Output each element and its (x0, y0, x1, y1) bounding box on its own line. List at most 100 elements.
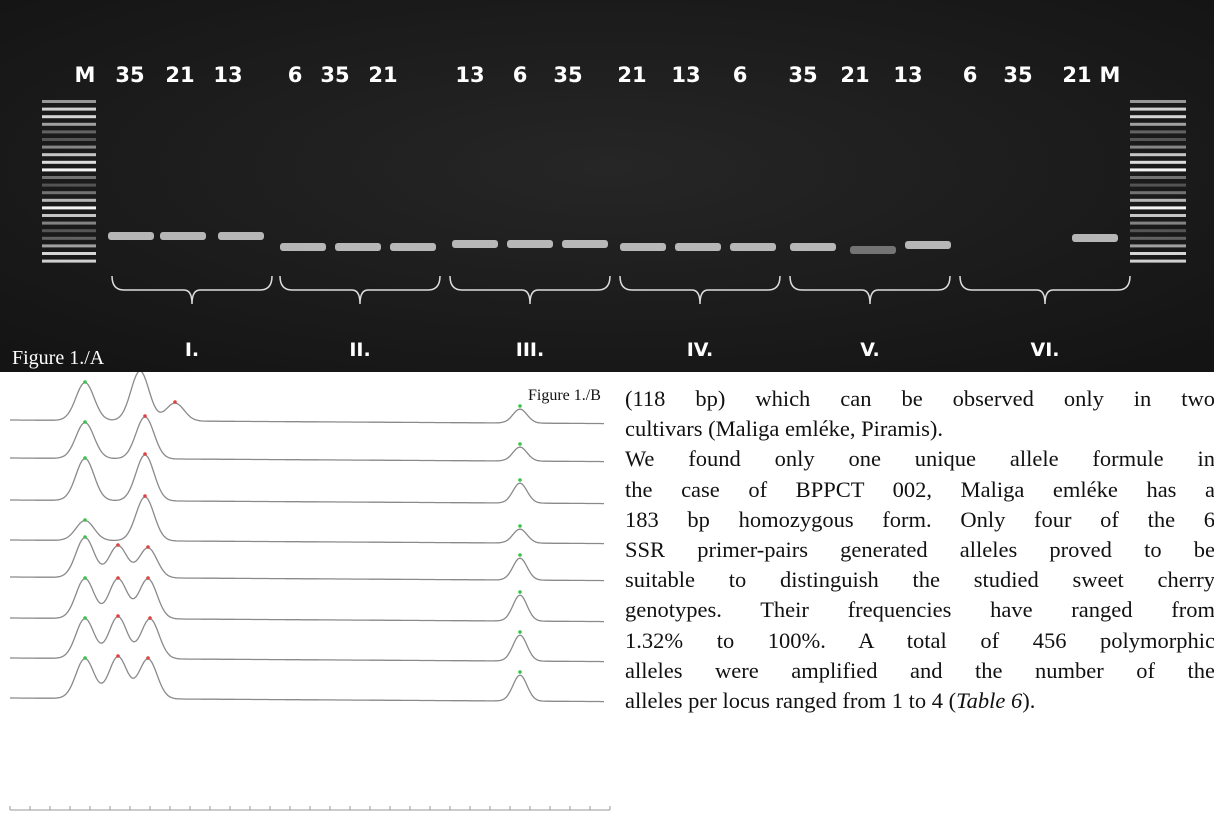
ladder-band (1130, 260, 1186, 263)
text-line: alleles per locus ranged from 1 to 4 (Ta… (625, 686, 1214, 716)
lane-label: 21 (840, 63, 869, 87)
ladder-band (42, 168, 96, 171)
peak-marker (518, 404, 522, 408)
peak-marker (83, 616, 87, 620)
text-line: We found only one unique allele formule … (625, 444, 1214, 474)
trace (10, 497, 604, 543)
ladder-band (42, 206, 96, 209)
ladder-band (1130, 168, 1186, 171)
sample-band (335, 243, 381, 251)
group-label: IV. (687, 339, 714, 361)
sample-band (160, 232, 206, 240)
peak-marker (83, 518, 87, 522)
text-line: 1.32% to 100%. A total of 456 polymorphi… (625, 626, 1214, 656)
gel-background (0, 0, 1214, 372)
lane-label: 35 (320, 63, 349, 87)
ladder-band (1130, 206, 1186, 209)
ladder-band (1130, 191, 1186, 194)
sample-band (850, 246, 896, 254)
ladder-band (1130, 176, 1186, 179)
ladder-band (42, 237, 96, 240)
peak-marker (83, 656, 87, 660)
electropherogram: Figure 1./B (0, 372, 615, 814)
text-line: the case of BPPCT 002, Maliga emléke has… (625, 475, 1214, 505)
sample-band (390, 243, 436, 251)
sample-band (562, 240, 608, 248)
ladder-band (1130, 108, 1186, 111)
ladder-band (42, 146, 96, 149)
peak-marker (143, 494, 147, 498)
sample-band (790, 243, 836, 251)
ladder-band (42, 214, 96, 217)
group-label: V. (860, 339, 879, 361)
text-line: SSR primer-pairs generated alleles prove… (625, 535, 1214, 565)
trace (10, 578, 604, 621)
lane-label: 6 (513, 63, 528, 87)
figure-caption: Figure 1./A (12, 347, 105, 369)
peak-marker (116, 614, 120, 618)
group-label: VI. (1031, 339, 1060, 361)
ladder-band (42, 252, 96, 255)
ladder-band (1130, 161, 1186, 164)
trace (10, 538, 604, 581)
peak-marker (518, 630, 522, 634)
sample-band (905, 241, 951, 249)
text-line: suitable to distinguish the studied swee… (625, 565, 1214, 595)
peak-marker (143, 452, 147, 456)
sample-band (675, 243, 721, 251)
ladder-band (42, 108, 96, 111)
sample-band (108, 232, 154, 240)
ladder-band (1130, 214, 1186, 217)
ladder-band (42, 100, 96, 103)
peak-marker (83, 380, 87, 384)
lane-label: 35 (553, 63, 582, 87)
peak-marker (83, 535, 87, 539)
ladder-band (1130, 130, 1186, 133)
peak-marker (518, 590, 522, 594)
peak-marker (116, 576, 120, 580)
peak-marker (173, 400, 177, 404)
lane-label: 21 (617, 63, 646, 87)
peak-marker (83, 420, 87, 424)
ladder-band (42, 138, 96, 141)
text-line: alleles were amplified and the number of… (625, 656, 1214, 686)
ladder-band (1130, 184, 1186, 187)
trace (10, 372, 604, 424)
ladder-band (42, 161, 96, 164)
lane-label: 35 (115, 63, 144, 87)
ladder-band (1130, 252, 1186, 255)
ladder-band (1130, 115, 1186, 118)
peak-marker (146, 656, 150, 660)
lane-label: 13 (671, 63, 700, 87)
ladder-band (42, 115, 96, 118)
sample-band (218, 232, 264, 240)
ladder-band (42, 222, 96, 225)
peak-marker (143, 414, 147, 418)
peak-marker (518, 553, 522, 557)
peak-marker (518, 524, 522, 528)
peak-marker (518, 478, 522, 482)
lane-label: 6 (733, 63, 748, 87)
lane-label: 13 (893, 63, 922, 87)
ladder-band (42, 176, 96, 179)
trace (10, 417, 604, 462)
lane-label: 6 (288, 63, 303, 87)
ladder-band (1130, 199, 1186, 202)
ladder-band (1130, 146, 1186, 149)
trace (10, 455, 604, 504)
sample-band (1072, 234, 1118, 242)
lane-label: 35 (788, 63, 817, 87)
lane-label: 35 (1003, 63, 1032, 87)
lane-label: 21 (1062, 63, 1091, 87)
lane-label: 21 (368, 63, 397, 87)
figure-caption: Figure 1./B (528, 387, 601, 404)
ladder-band (42, 199, 96, 202)
group-label: II. (349, 339, 370, 361)
ladder-band (42, 229, 96, 232)
ladder-band (1130, 153, 1186, 156)
ladder-band (42, 123, 96, 126)
sample-band (620, 243, 666, 251)
ladder-band (42, 130, 96, 133)
ladder-band (1130, 123, 1186, 126)
